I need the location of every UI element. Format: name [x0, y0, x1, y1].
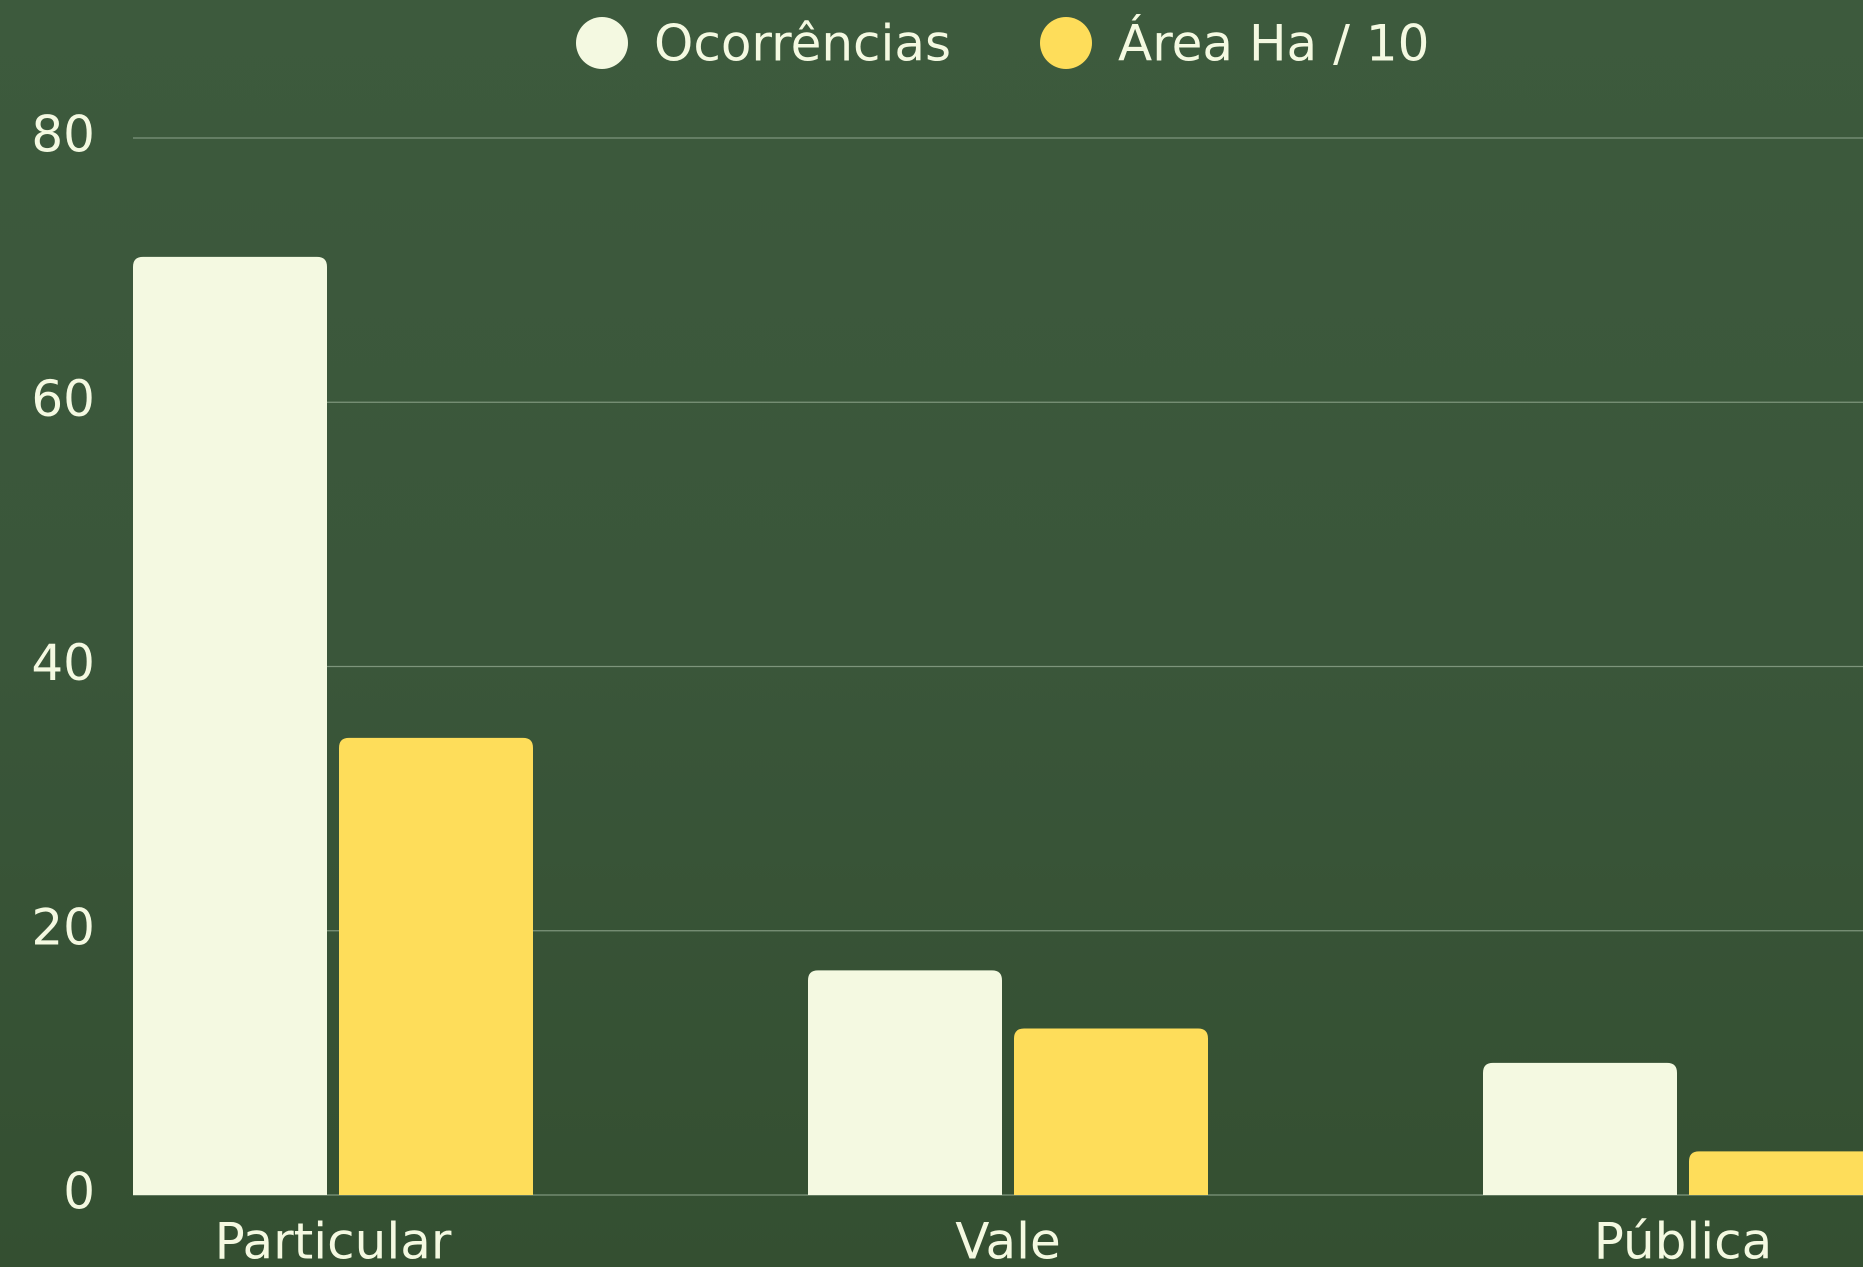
bar [1689, 1151, 1863, 1195]
chart: 0 20 40 60 80 Particular Vale Pública Ocorrência… [0, 0, 1863, 1267]
x-tick-label: Particular [215, 1213, 452, 1267]
bar [133, 257, 327, 1195]
y-tick-label: 20 [31, 898, 95, 956]
bar [339, 738, 533, 1195]
y-tick-label: 40 [31, 634, 95, 692]
legend-label: Área Ha / 10 [1118, 14, 1429, 73]
bar [1483, 1063, 1677, 1195]
y-tick-label: 60 [31, 370, 95, 428]
y-tick-label: 80 [31, 106, 95, 164]
legend-marker [1040, 17, 1092, 69]
x-tick-label: Vale [955, 1213, 1061, 1267]
legend-marker [576, 17, 628, 69]
bar [1014, 1029, 1208, 1195]
y-tick-label: 0 [63, 1163, 95, 1221]
bar [808, 970, 1002, 1195]
legend-label: Ocorrências [654, 15, 951, 73]
x-tick-label: Pública [1594, 1213, 1773, 1267]
